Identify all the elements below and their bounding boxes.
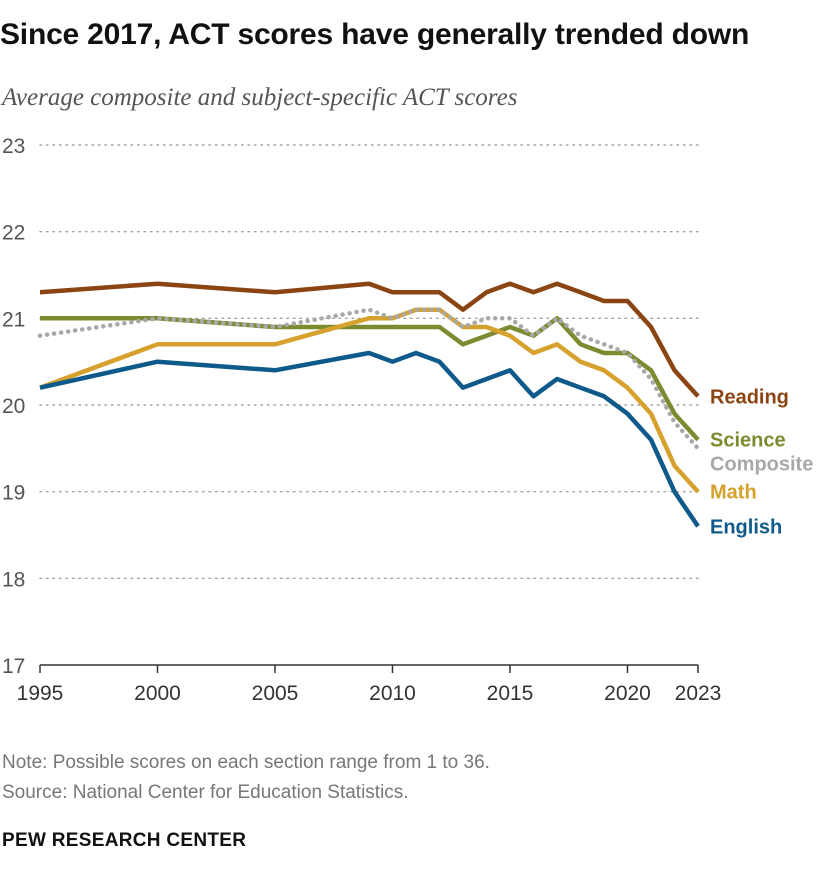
x-tick-label: 2015 [487,682,534,705]
y-tick-label: 20 [2,395,25,418]
series-line-english [39,350,700,528]
x-tick-label: 1995 [17,682,64,705]
x-tick-label: 2005 [252,682,299,705]
y-tick-label: 21 [2,308,25,331]
x-tick-label: 2010 [369,682,416,705]
series-label-science: Science [710,430,786,452]
y-tick-label: 19 [2,482,25,505]
x-tick-label: 2023 [675,682,722,705]
series-line-math [39,307,700,494]
series-label-math: Math [710,482,757,504]
series-line-science [40,316,700,442]
series-label-reading: Reading [710,386,789,408]
chart-title: Since 2017, ACT scores have generally tr… [0,18,750,51]
y-axis-tick-labels: 17 18 19 20 21 22 23 [2,135,25,678]
series-label-composite: Composite [710,454,813,476]
x-tick-label: 2000 [134,682,181,705]
series-label-english: English [710,516,782,538]
x-tick-label: 2020 [604,682,651,705]
chart-note: Note: Possible scores on each section ra… [2,752,490,773]
y-tick-label: 22 [2,222,25,245]
chart-subtitle: Average composite and subject-specific A… [2,84,518,111]
y-tick-label: 17 [2,655,25,678]
gridlines [39,144,699,580]
series-lines [37,281,701,528]
y-tick-label: 23 [2,135,25,158]
x-axis: 1995 2000 2005 2010 2015 2020 2023 [17,664,722,705]
series-line-composite [37,307,701,451]
brand-logo-text: PEW RESEARCH CENTER [2,830,247,851]
series-line-reading [39,281,700,398]
line-chart: 1995 2000 2005 2010 2015 2020 2023 17 18 19 20 21 2… [2,135,813,705]
chart-source: Source: National Center for Education St… [2,782,409,803]
y-tick-label: 18 [2,568,25,591]
